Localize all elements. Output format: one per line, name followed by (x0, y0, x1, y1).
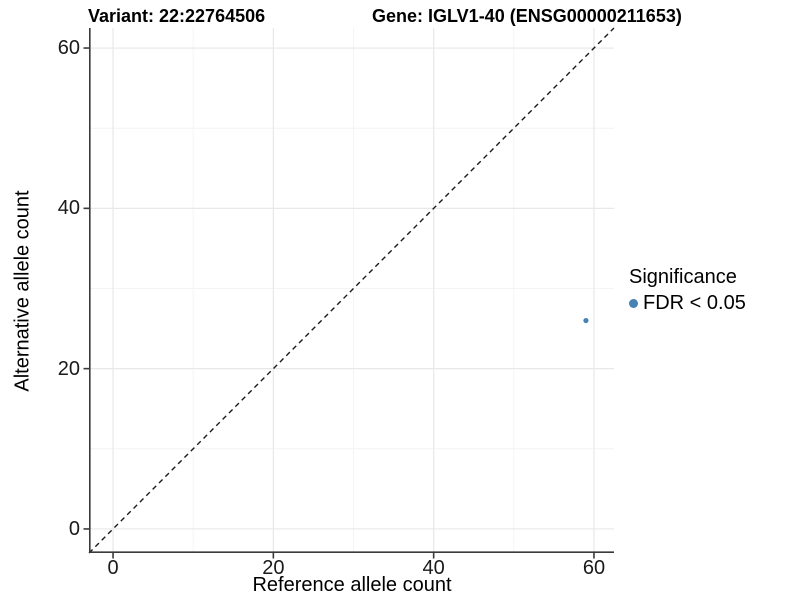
x-axis-title: Reference allele count (252, 574, 452, 596)
legend-title: Significance (629, 266, 737, 288)
data-point (583, 317, 589, 324)
y-tick-label: 20 (57, 357, 80, 380)
x-tick-label: 20 (262, 557, 285, 579)
legend: Significance FDR < 0.05 (629, 265, 746, 315)
identity-dashed-line (88, 27, 615, 554)
legend-item-label: FDR < 0.05 (643, 291, 746, 314)
plot-canvas (83, 27, 615, 559)
x-tick-label: 60 (582, 557, 606, 579)
plot-title-gene: Gene: IGLV1-40 (ENSG00000211653) (372, 6, 682, 26)
y-tick-label: 60 (57, 37, 80, 60)
x-tick-label: 40 (422, 557, 445, 579)
y-axis-title: Alternative allele count (11, 190, 34, 392)
plot-panel (83, 27, 615, 559)
plot-title-variant: Variant: 22:22764506 (88, 6, 266, 26)
legend-item: FDR < 0.05 (629, 291, 746, 315)
legend-point-icon (629, 298, 638, 308)
y-tick-label: 40 (57, 197, 80, 220)
y-tick-label: 0 (68, 517, 80, 540)
x-tick-label: 0 (107, 557, 119, 579)
